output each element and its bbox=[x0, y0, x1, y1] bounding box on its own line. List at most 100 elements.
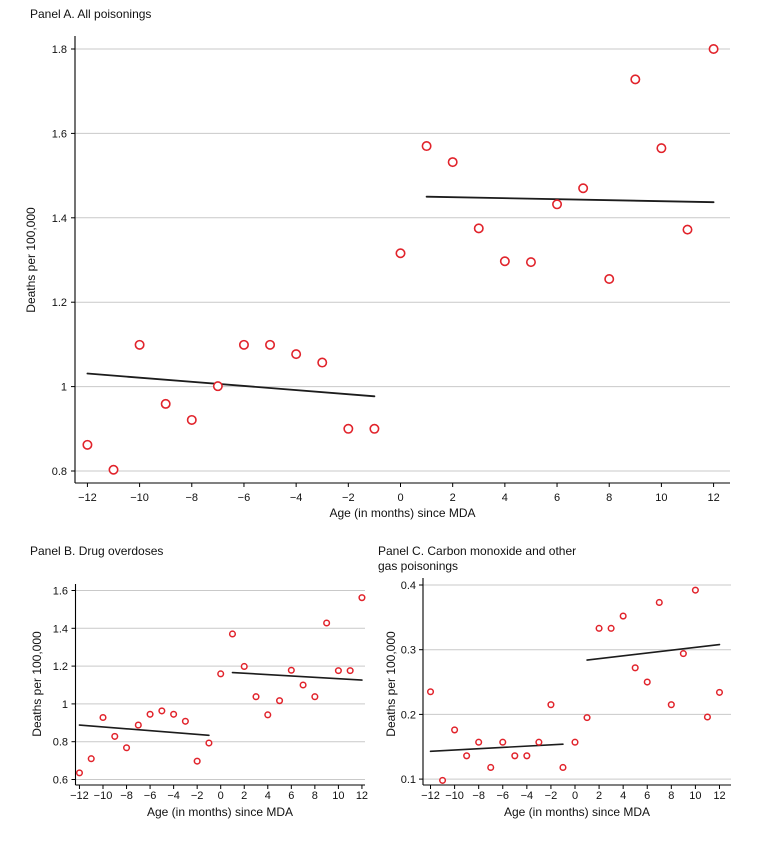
x-tick-label-b: 0 bbox=[218, 790, 224, 802]
x-tick-label-c: 0 bbox=[572, 790, 578, 802]
x-tick-label-a: −2 bbox=[342, 492, 355, 504]
data-point-a bbox=[291, 349, 302, 360]
data-point-b bbox=[134, 721, 142, 729]
fit-line-post-a bbox=[425, 195, 715, 204]
x-tick-label-b: −6 bbox=[144, 790, 157, 802]
data-point-a bbox=[160, 398, 171, 409]
x-tick-label-a: 0 bbox=[397, 492, 403, 504]
panel-c-x-axis-label: Age (in months) since MDA bbox=[503, 805, 651, 819]
data-point-c bbox=[511, 752, 519, 760]
x-tick-label-c: 10 bbox=[689, 790, 701, 802]
panel-b-x-axis-label: Age (in months) since MDA bbox=[146, 805, 294, 819]
y-tick-label-c: 0.4 bbox=[401, 580, 416, 592]
data-point-b bbox=[299, 681, 307, 689]
x-tick-label-a: −6 bbox=[238, 492, 251, 504]
data-point-b bbox=[228, 630, 237, 638]
data-point-b bbox=[264, 711, 272, 719]
y-tick-label-a: 1.6 bbox=[52, 128, 67, 140]
data-point-c bbox=[595, 624, 603, 632]
fit-line-post-b bbox=[231, 671, 363, 681]
data-point-c bbox=[499, 738, 507, 746]
data-point-c bbox=[487, 763, 495, 772]
x-tick-label-b: 12 bbox=[356, 790, 368, 802]
y-tick-label-b: 0.8 bbox=[53, 737, 68, 749]
data-point-c bbox=[547, 701, 555, 709]
panel-a-y-axis-label: Deaths per 100,000 bbox=[24, 207, 38, 313]
data-point-c bbox=[703, 713, 711, 721]
x-tick-label-b: −8 bbox=[120, 790, 133, 802]
x-tick-label-c: −4 bbox=[521, 790, 534, 802]
data-point-a bbox=[630, 74, 641, 85]
data-point-b bbox=[334, 667, 342, 675]
x-tick-label-b: −12 bbox=[70, 790, 89, 802]
fit-line-pre-c bbox=[429, 743, 564, 753]
x-tick-label-c: −2 bbox=[545, 790, 558, 802]
x-tick-label-a: 10 bbox=[655, 492, 667, 504]
data-point-a bbox=[82, 439, 93, 450]
data-point-a bbox=[473, 223, 484, 234]
panel-a-x-axis-label: Age (in months) since MDA bbox=[329, 506, 476, 520]
y-tick-label-a: 1.4 bbox=[52, 213, 67, 225]
data-point-b bbox=[240, 662, 248, 671]
panel-c-y-axis-label: Deaths per 100,000 bbox=[384, 631, 398, 737]
data-point-b bbox=[287, 666, 295, 674]
data-point-b bbox=[75, 769, 84, 777]
fit-line-pre-a bbox=[86, 372, 376, 398]
data-point-b bbox=[205, 739, 213, 747]
y-tick-label-a: 1.2 bbox=[52, 297, 67, 309]
data-point-c bbox=[583, 714, 591, 722]
data-point-c bbox=[715, 688, 724, 696]
data-point-c bbox=[535, 738, 543, 746]
y-tick-label-b: 1.2 bbox=[53, 661, 68, 673]
x-tick-label-a: −8 bbox=[186, 492, 199, 504]
data-point-a bbox=[317, 357, 328, 368]
data-point-b bbox=[358, 594, 366, 602]
y-tick-label-b: 0.6 bbox=[53, 775, 68, 787]
y-tick-label-b: 1 bbox=[62, 699, 68, 711]
x-tick-label-c: 6 bbox=[644, 790, 650, 802]
fit-line-post-c bbox=[586, 643, 721, 661]
x-tick-label-a: −4 bbox=[290, 492, 303, 504]
data-point-c bbox=[451, 726, 459, 734]
x-tick-label-a: −10 bbox=[130, 492, 149, 504]
data-point-a bbox=[421, 141, 432, 152]
data-point-c bbox=[439, 776, 447, 784]
data-point-a bbox=[134, 339, 145, 350]
x-tick-label-b: 6 bbox=[288, 790, 294, 802]
data-point-a bbox=[656, 143, 667, 154]
x-tick-label-c: −8 bbox=[472, 790, 485, 802]
data-point-b bbox=[193, 757, 201, 765]
data-point-b bbox=[146, 710, 154, 718]
y-tick-label-c: 0.3 bbox=[401, 645, 416, 657]
data-point-b bbox=[346, 667, 354, 675]
data-point-b bbox=[99, 713, 107, 722]
x-tick-label-c: −6 bbox=[496, 790, 509, 802]
data-point-a bbox=[108, 464, 119, 475]
data-point-b bbox=[311, 693, 319, 701]
data-point-a bbox=[369, 423, 380, 434]
data-point-b bbox=[87, 755, 95, 763]
y-tick-label-b: 1.6 bbox=[53, 586, 68, 598]
x-tick-label-a: 2 bbox=[450, 492, 456, 504]
data-point-c bbox=[475, 738, 483, 746]
x-tick-label-b: −2 bbox=[191, 790, 204, 802]
data-point-a bbox=[708, 43, 719, 54]
x-tick-label-c: 2 bbox=[596, 790, 602, 802]
x-tick-label-c: 8 bbox=[668, 790, 674, 802]
x-tick-label-c: −12 bbox=[421, 790, 440, 802]
data-point-a bbox=[343, 423, 354, 434]
panel-c-title-line-1: Panel C. Carbon monoxide and other bbox=[378, 544, 577, 558]
x-tick-label-b: −10 bbox=[94, 790, 113, 802]
data-point-b bbox=[170, 710, 178, 718]
panel-c-title-line-2: gas poisonings bbox=[378, 559, 459, 573]
y-tick-label-a: 0.8 bbox=[52, 466, 67, 478]
data-point-c bbox=[667, 701, 675, 709]
data-point-a bbox=[578, 183, 589, 194]
data-point-a bbox=[186, 414, 197, 425]
x-tick-label-c: 12 bbox=[713, 790, 725, 802]
x-tick-label-a: 6 bbox=[554, 492, 560, 504]
data-point-a bbox=[212, 381, 223, 392]
data-point-a bbox=[395, 248, 406, 259]
x-tick-label-b: 10 bbox=[332, 790, 344, 802]
